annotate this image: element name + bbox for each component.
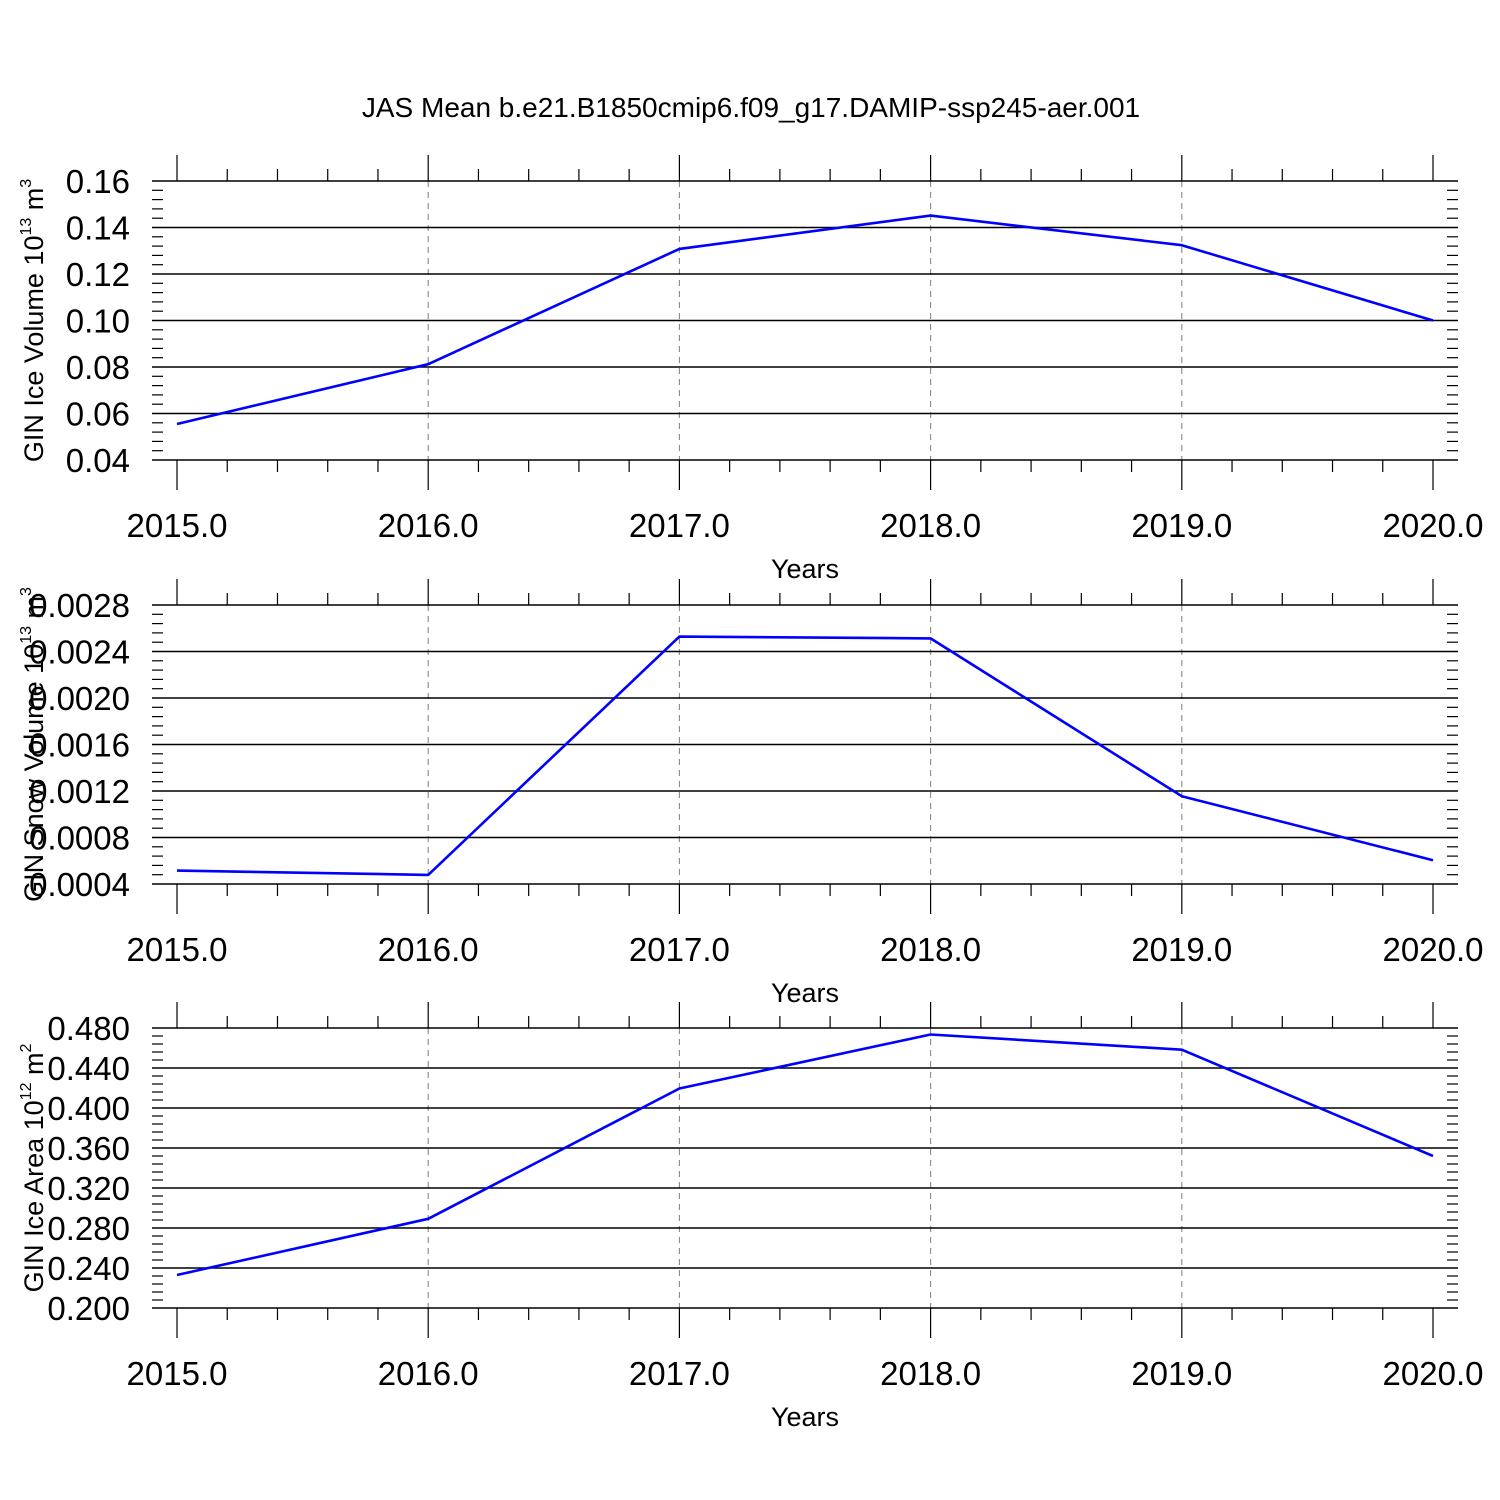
y-tick-label: 0.12: [66, 256, 130, 293]
y-tick-label: 0.240: [47, 1250, 130, 1287]
y-tick-label: 0.0028: [29, 587, 130, 624]
x-tick-label: 2016.0: [378, 1355, 479, 1392]
y-tick-label: 0.08: [66, 349, 130, 386]
x-tick-label: 2017.0: [629, 507, 730, 544]
y-tick-label: 0.04: [66, 442, 130, 479]
x-tick-label: 2015.0: [127, 931, 228, 968]
x-tick-label: 2019.0: [1131, 507, 1232, 544]
y-tick-label: 0.320: [47, 1170, 130, 1207]
x-tick-label: 2020.0: [1383, 931, 1484, 968]
x-tick-label: 2015.0: [127, 1355, 228, 1392]
x-tick-label: 2017.0: [629, 1355, 730, 1392]
y-tick-label: 0.0008: [29, 820, 130, 857]
y-tick-label: 0.14: [66, 210, 130, 247]
chart-panel: 0.2000.2400.2800.3200.3600.4000.4400.480…: [18, 1002, 1483, 1432]
y-tick-label: 0.200: [47, 1290, 130, 1327]
y-tick-label: 0.440: [47, 1050, 130, 1087]
x-axis-title: Years: [771, 1402, 839, 1432]
y-axis-title: GIN Ice Volume 1013 m3: [18, 179, 49, 462]
chart-panel: 0.04 0.06 0.08 0.10 0.12 0.14 0.16 2015.0 2016.0…: [18, 155, 1483, 584]
y-tick-label: 0.0016: [29, 727, 130, 764]
y-tick-label: 0.10: [66, 303, 130, 340]
x-tick-label: 2018.0: [880, 931, 981, 968]
y-axis-title: GIN Ice Area 1012 m2: [18, 1044, 49, 1293]
x-tick-label: 2018.0: [880, 507, 981, 544]
y-axis-title: GIN Snow Volume 1013 m3: [18, 587, 49, 902]
series-line: [176, 214, 1434, 426]
y-tick-label: 0.0024: [29, 634, 130, 671]
x-tick-label: 2015.0: [127, 507, 228, 544]
x-tick-label: 2020.0: [1383, 507, 1484, 544]
y-tick-label: 0.06: [66, 396, 130, 433]
y-tick-label: 0.400: [47, 1090, 130, 1127]
y-tick-label: 0.280: [47, 1210, 130, 1247]
x-tick-label: 2019.0: [1131, 931, 1232, 968]
x-tick-label: 2019.0: [1131, 1355, 1232, 1392]
x-tick-label: 2018.0: [880, 1355, 981, 1392]
x-axis-title: Years: [771, 978, 839, 1008]
y-tick-label: 0.0012: [29, 773, 130, 810]
x-axis-title: Years: [771, 554, 839, 584]
y-tick-label: 0.0004: [29, 866, 130, 903]
series-line: [176, 1033, 1434, 1277]
x-tick-label: 2016.0: [378, 931, 479, 968]
series-line: [176, 635, 1434, 877]
y-tick-label: 0.16: [66, 163, 130, 200]
panels: 0.04 0.06 0.08 0.10 0.12 0.14 0.16 2015.0 2016.0…: [18, 155, 1483, 1432]
y-tick-label: 0.360: [47, 1130, 130, 1167]
x-tick-label: 2020.0: [1383, 1355, 1484, 1392]
chart-title: JAS Mean b.e21.B1850cmip6.f09_g17.DAMIP-…: [362, 92, 1140, 123]
y-tick-label: 0.0020: [29, 680, 130, 717]
chart-panel: 0.0004 0.0008 0.0012 0.0016 0.0020 0.0024 0.00…: [18, 579, 1483, 1008]
y-tick-label: 0.480: [47, 1010, 130, 1047]
x-tick-label: 2017.0: [629, 931, 730, 968]
x-tick-label: 2016.0: [378, 507, 479, 544]
